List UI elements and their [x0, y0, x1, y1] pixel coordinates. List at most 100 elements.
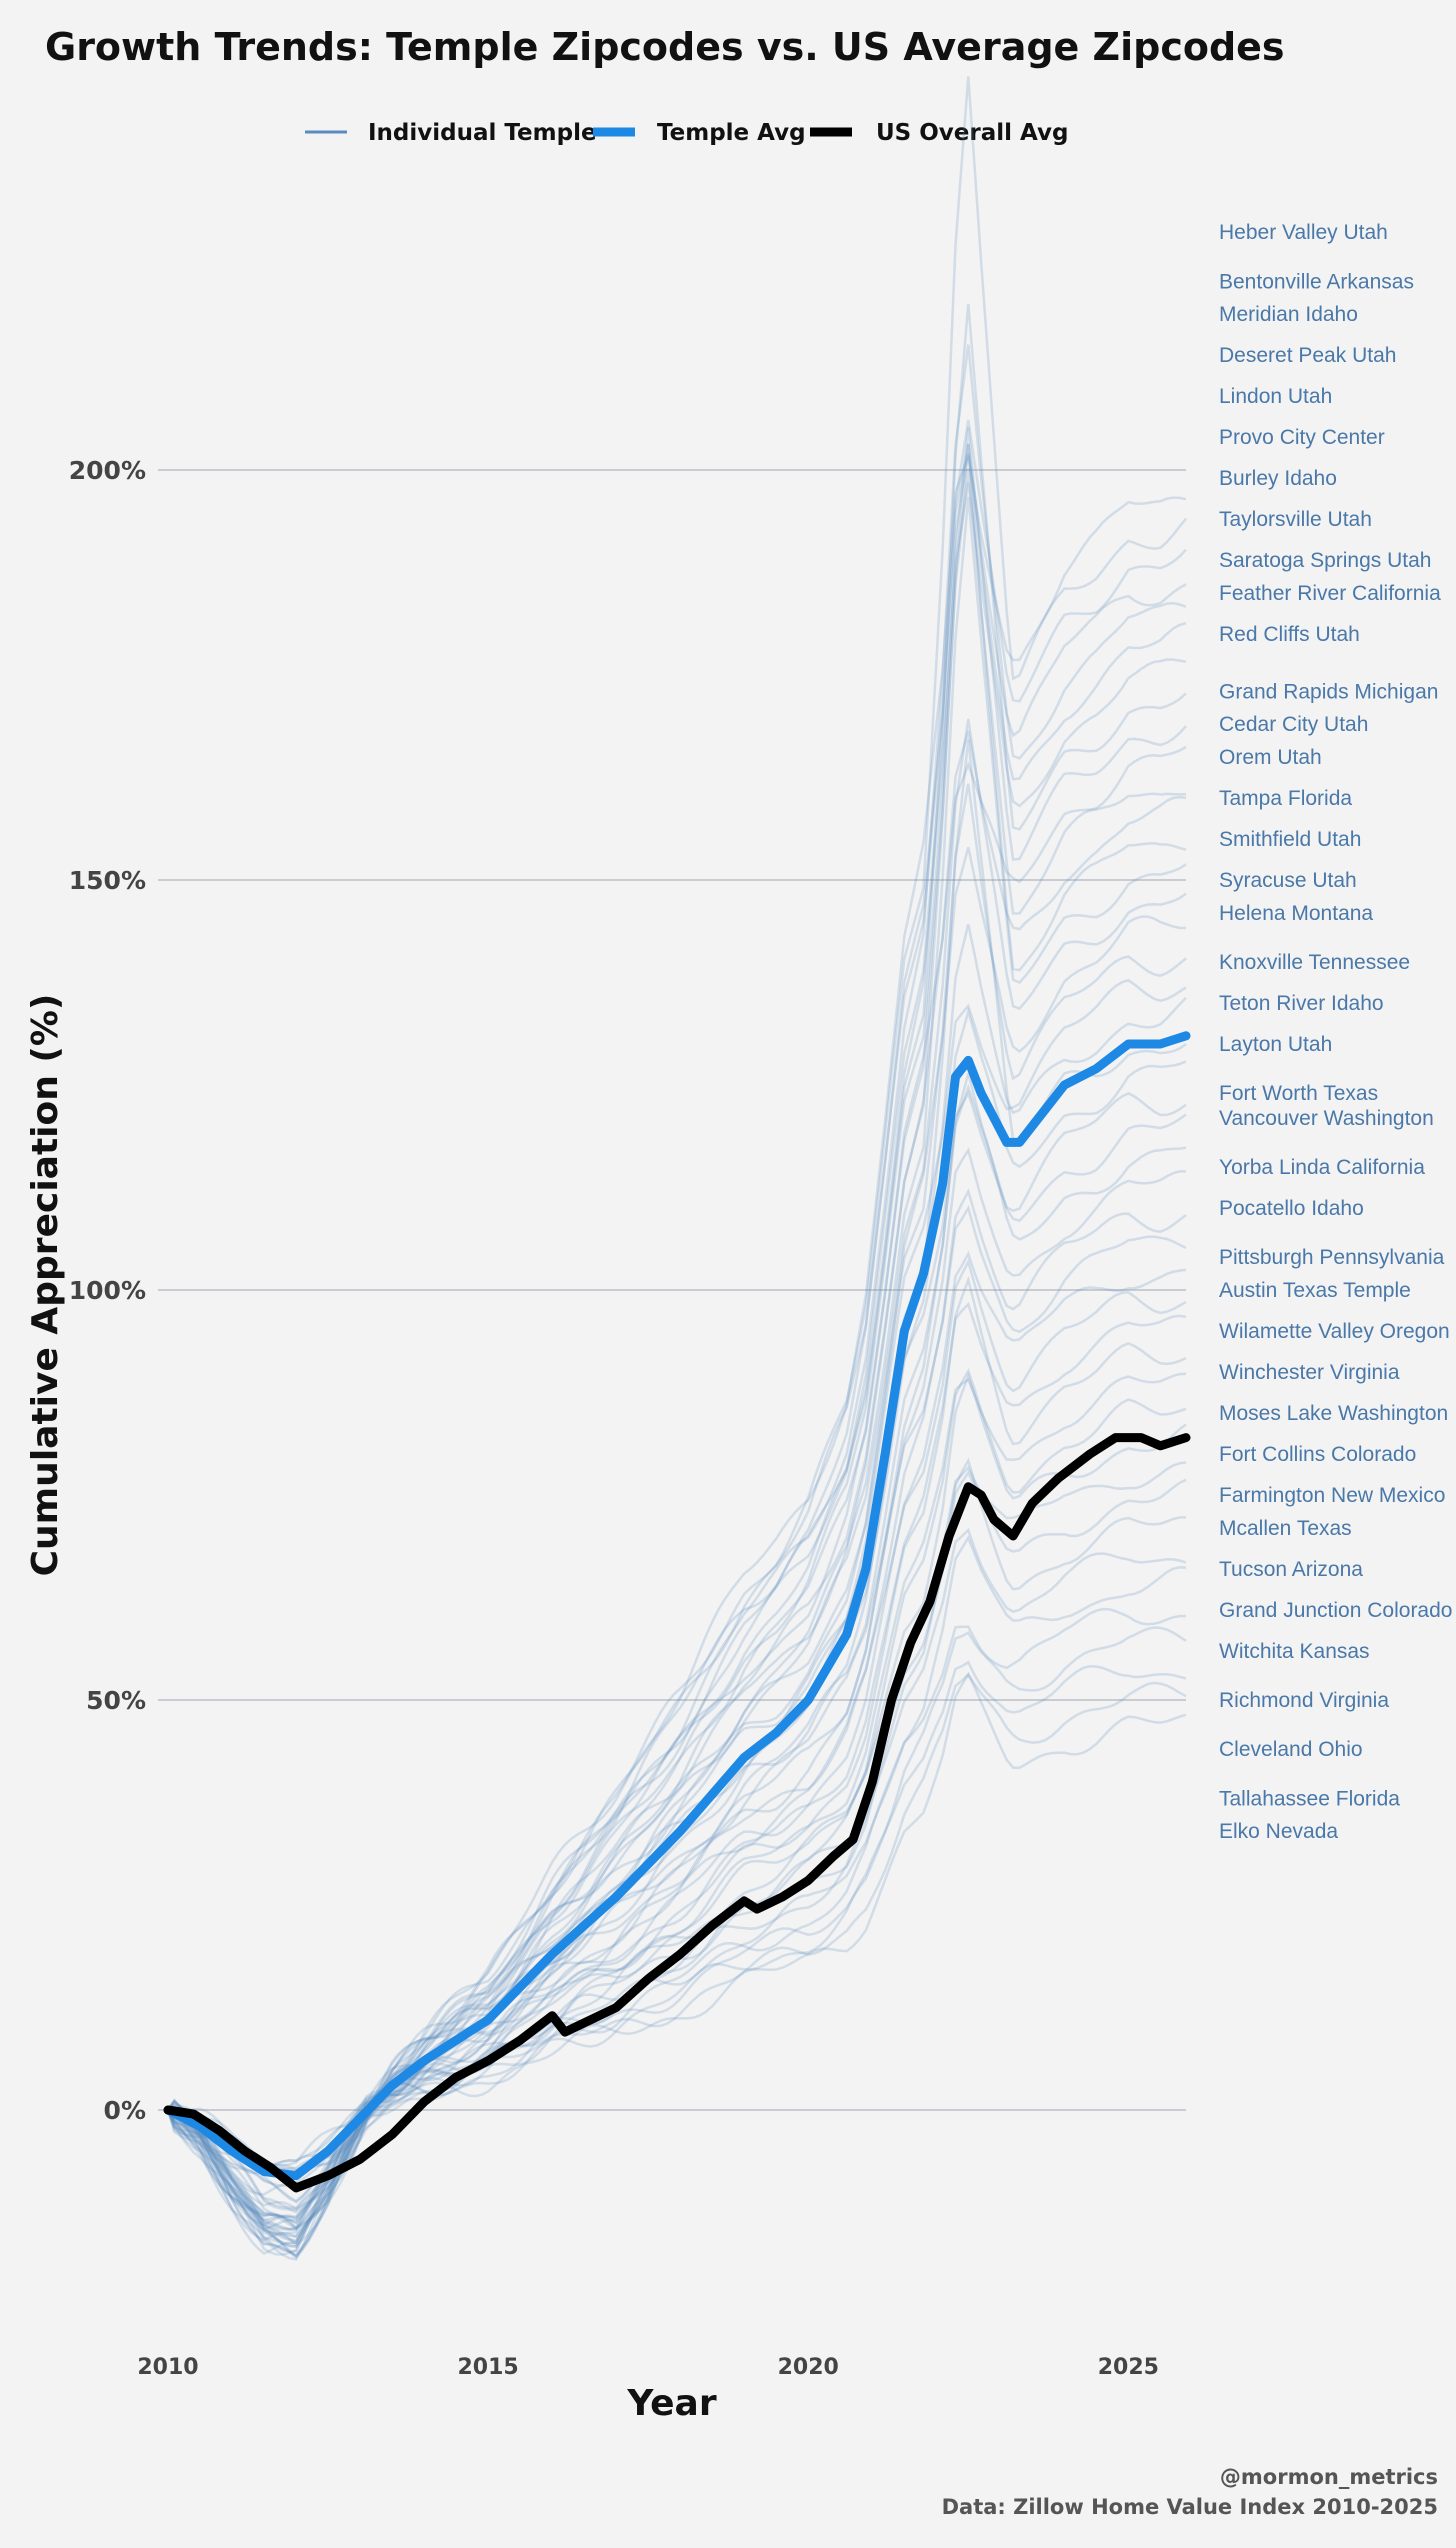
individual-temple-line [166, 718, 1187, 2170]
temple-label: Vancouver Washington [1219, 1107, 1434, 1130]
x-tick-label: 2010 [137, 2355, 198, 2380]
temple-label: Provo City Center [1219, 426, 1385, 449]
individual-temple-line [166, 923, 1187, 2230]
temple-label: Cedar City Utah [1219, 713, 1368, 736]
individual-temple-line [167, 1147, 1186, 2231]
individual-temple-line [166, 419, 1187, 2174]
y-tick-label: 0% [104, 2096, 146, 2125]
temple-label: Moses Lake Washington [1219, 1402, 1448, 1425]
temple-label: Witchita Kansas [1219, 1640, 1370, 1663]
individual-temple-line [167, 1275, 1187, 2231]
temple-label: Grand Rapids Michigan [1219, 680, 1438, 703]
legend-label-us-avg: US Overall Avg [876, 120, 1068, 146]
temple-label: Syracuse Utah [1219, 869, 1357, 892]
temple-label: Pocatello Idaho [1219, 1197, 1364, 1220]
temple-label: Tallahassee Florida [1219, 1787, 1400, 1810]
individual-temple-line [167, 1072, 1187, 2243]
temple-label: Saratoga Springs Utah [1219, 549, 1431, 572]
temple-avg-line [163, 1031, 1191, 2181]
individual-temple-line [167, 1660, 1187, 2231]
individual-temple-line [167, 1535, 1187, 2260]
individual-temple-line [167, 1258, 1187, 2196]
temple-label: Deseret Peak Utah [1219, 344, 1396, 367]
gridlines [158, 469, 1186, 2111]
temple-label: Heber Valley Utah [1219, 221, 1388, 244]
x-tick-labels: 2010 2015 2020 2025 [137, 2355, 1159, 2380]
legend-label-temple-avg: Temple Avg [657, 120, 806, 146]
temple-label: Bentonville Arkansas [1219, 270, 1414, 293]
y-tick-label: 50% [86, 1686, 146, 1715]
x-tick-label: 2020 [778, 2355, 839, 2380]
temple-label: Teton River Idaho [1219, 992, 1384, 1015]
individual-temple-line [166, 443, 1187, 2188]
us-overall-avg-line [163, 1433, 1191, 2193]
caption-source: Data: Zillow Home Value Index 2010-2025 [942, 2495, 1438, 2519]
individual-temple-line [166, 1090, 1187, 2255]
temple-label: Smithfield Utah [1219, 828, 1361, 851]
temple-labels: Heber Valley Utah Bentonville Arkansas Mer… [1219, 221, 1452, 1843]
temple-label: Mcallen Texas [1219, 1517, 1352, 1540]
temple-label: Austin Texas Temple [1219, 1279, 1411, 1302]
y-tick-labels: 0% 50% 100% 150% 200% [69, 456, 146, 2125]
temple-label: Tucson Arizona [1219, 1558, 1363, 1581]
temple-label: Knoxville Tennessee [1219, 951, 1410, 974]
y-tick-label: 200% [69, 456, 146, 485]
individual-temple-line [166, 303, 1187, 2238]
temple-label: Feather River California [1219, 582, 1441, 605]
temple-label: Cleveland Ohio [1219, 1738, 1363, 1761]
temple-label: Winchester Virginia [1219, 1361, 1400, 1384]
individual-temple-line [166, 1083, 1187, 2173]
individual-temple-line [167, 1672, 1187, 2245]
individual-temple-line [166, 783, 1187, 2227]
individual-temple-line [167, 730, 1187, 2204]
individual-temple-line [166, 1461, 1187, 2203]
individual-temple-lines [166, 76, 1187, 2261]
chart-title: Growth Trends: Temple Zipcodes vs. US Av… [45, 25, 1285, 69]
y-tick-label: 100% [69, 1276, 146, 1305]
y-tick-label: 150% [69, 866, 146, 895]
temple-label: Lindon Utah [1219, 385, 1332, 408]
temple-label: Orem Utah [1219, 746, 1322, 769]
x-axis-label: Year [626, 2383, 716, 2424]
temple-label: Helena Montana [1219, 902, 1373, 925]
individual-temple-line [167, 1301, 1187, 2214]
y-axis-label: Cumulative Appreciation (%) [25, 994, 66, 1577]
individual-temple-line [167, 468, 1187, 2167]
temple-label: Burley Idaho [1219, 467, 1337, 490]
legend-label-individual: Individual Temple [368, 120, 597, 146]
temple-label: Elko Nevada [1219, 1820, 1338, 1843]
individual-temple-line [167, 978, 1187, 2175]
individual-temple-line [167, 1607, 1187, 2224]
individual-temple-line [167, 1527, 1187, 2248]
individual-temple-line [166, 443, 1187, 2225]
individual-temple-line [166, 1250, 1187, 2244]
individual-temple-line [167, 344, 1187, 2261]
temple-label: Wilamette Valley Oregon [1219, 1320, 1450, 1343]
individual-temple-line [166, 1371, 1187, 2231]
individual-temple-line [167, 455, 1187, 2232]
legend: Individual Temple Temple Avg US Overall … [305, 120, 1068, 146]
temple-label: Grand Junction Colorado [1219, 1599, 1452, 1622]
individual-temple-line [166, 1188, 1187, 2242]
individual-temple-line [166, 496, 1187, 2219]
individual-temple-line [167, 846, 1187, 2256]
temple-label: Yorba Linda California [1219, 1156, 1425, 1179]
temple-label: Farmington New Mexico [1219, 1484, 1445, 1507]
temple-label: Taylorsville Utah [1219, 508, 1372, 531]
temple-label: Layton Utah [1219, 1033, 1332, 1056]
individual-temple-line [166, 1205, 1187, 2231]
average-lines [163, 1031, 1191, 2193]
caption-handle: @mormon_metrics [1220, 2465, 1438, 2489]
temple-label: Red Cliffs Utah [1219, 623, 1360, 646]
temple-label: Pittsburgh Pennsylvania [1219, 1246, 1445, 1269]
temple-label: Meridian Idaho [1219, 303, 1358, 326]
temple-label: Fort Collins Colorado [1219, 1443, 1416, 1466]
temple-label: Fort Worth Texas [1219, 1082, 1378, 1105]
individual-temple-line [166, 427, 1187, 2168]
temple-label: Tampa Florida [1219, 787, 1352, 810]
individual-temple-line [166, 1626, 1187, 2253]
x-tick-label: 2015 [458, 2355, 519, 2380]
individual-temple-line [167, 1007, 1187, 2209]
x-tick-label: 2025 [1098, 2355, 1159, 2380]
